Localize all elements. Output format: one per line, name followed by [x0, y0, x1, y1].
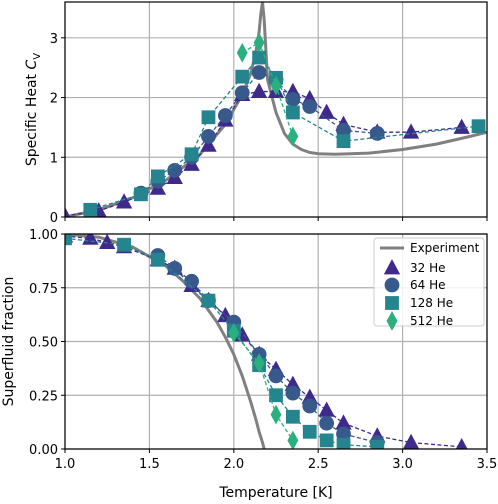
- legend-label: 64 He: [410, 278, 446, 292]
- ticks: [61, 233, 488, 453]
- data-point: [236, 42, 248, 63]
- data-point: [201, 128, 216, 144]
- series-512-he: [228, 323, 299, 449]
- x-axis-label: Temperature [K]: [218, 485, 332, 500]
- data-point: [370, 439, 385, 449]
- legend-marker: [385, 296, 399, 310]
- data-point: [117, 237, 131, 252]
- series-512-he: [236, 32, 299, 147]
- y-axis-label-text: Specific Heat: [24, 70, 40, 167]
- y-tick-label: 0.25: [29, 389, 58, 404]
- data-point: [285, 91, 301, 107]
- data-point: [253, 32, 265, 53]
- x-tick-label: 2.0: [223, 457, 244, 472]
- data-point: [319, 415, 335, 431]
- data-point: [319, 433, 334, 448]
- axes-frame: [64, 1, 488, 218]
- data-point: [252, 50, 267, 65]
- data-point: [99, 234, 116, 250]
- data-point: [234, 85, 250, 101]
- data-point: [201, 110, 216, 125]
- data-point: [336, 134, 351, 149]
- data-point: [200, 136, 217, 152]
- data-point: [318, 401, 335, 417]
- data-point: [455, 438, 468, 449]
- data-point: [270, 75, 282, 96]
- y-axis-label-symbol: C: [24, 60, 40, 70]
- data-point: [287, 430, 299, 449]
- data-point: [150, 169, 165, 184]
- legend: Experiment 32 He 64 He 128 He 512 He: [373, 237, 485, 331]
- data-point: [471, 119, 486, 134]
- data-point: [65, 206, 71, 217]
- legend-label: 512 He: [410, 314, 453, 328]
- x-tick-label: 2.5: [308, 457, 329, 472]
- legend-marker: [384, 277, 400, 293]
- y-tick-label: 0.75: [29, 282, 58, 297]
- legend-label: 32 He: [410, 261, 446, 275]
- data-point: [65, 234, 72, 246]
- y-tick-label: 0: [50, 211, 58, 226]
- legend-label: Experiment: [410, 241, 480, 255]
- x-tick-label: 3.5: [477, 457, 498, 472]
- data-point: [302, 398, 318, 414]
- series-line: [65, 237, 378, 448]
- series-line: [233, 332, 294, 441]
- series-64-he: [150, 248, 385, 449]
- data-point: [285, 409, 300, 424]
- data-point: [285, 105, 300, 120]
- y-axis-label-subscript: V: [32, 53, 43, 60]
- x-tick-label: 1.0: [55, 457, 76, 472]
- data-point: [228, 323, 240, 343]
- y-axis-label: Superfluid fraction: [1, 277, 17, 407]
- x-tick-label: 1.5: [139, 457, 160, 472]
- data-point: [453, 118, 470, 134]
- data-point: [83, 202, 98, 217]
- data-point: [336, 437, 351, 449]
- y-axis-label: Specific Heat CV: [24, 53, 43, 166]
- series-128-he: [65, 234, 385, 449]
- data-point: [150, 252, 165, 267]
- y-tick-label: 1: [50, 151, 58, 166]
- data-point: [285, 385, 301, 401]
- data-point: [201, 293, 216, 308]
- data-point: [184, 147, 199, 162]
- data-point: [251, 65, 267, 80]
- data-point: [235, 69, 250, 84]
- y-tick-label: 3: [50, 32, 58, 47]
- y-tick-label: 0.00: [29, 443, 58, 458]
- y-tick-label: 1.00: [29, 228, 58, 243]
- y-tick-label: 2: [50, 92, 58, 107]
- plot-area: [65, 234, 468, 449]
- data-point: [253, 353, 265, 373]
- series-128-he: [83, 50, 486, 217]
- data-point: [287, 126, 299, 147]
- series-line: [241, 41, 294, 137]
- legend-marker: [386, 311, 398, 331]
- ticks: [61, 37, 488, 221]
- data-point: [302, 424, 317, 439]
- data-point: [115, 193, 133, 209]
- data-point: [250, 82, 268, 98]
- data-point: [134, 187, 148, 202]
- legend-box: [373, 237, 485, 327]
- x-tick-label: 3.0: [392, 457, 413, 472]
- data-point: [270, 404, 282, 425]
- data-point: [302, 99, 318, 114]
- plot-area: [65, 2, 487, 217]
- legend-label: 128 He: [410, 296, 453, 310]
- data-point: [217, 108, 233, 123]
- specific-heat-panel: 0 1 2 3 Specific Heat CV: [24, 1, 488, 226]
- data-point: [268, 368, 284, 384]
- legend-marker: [383, 259, 401, 275]
- superfluid-fraction-panel: 0.00 0.25 0.50 0.75 1.00 1.0 1.5 2.0 2.5 3.0 3.5 Su…: [1, 228, 498, 501]
- y-tick-label: 0.50: [29, 336, 58, 351]
- experiment-line: [65, 2, 487, 217]
- data-point: [318, 103, 335, 119]
- data-point: [167, 260, 183, 276]
- data-point: [369, 125, 385, 141]
